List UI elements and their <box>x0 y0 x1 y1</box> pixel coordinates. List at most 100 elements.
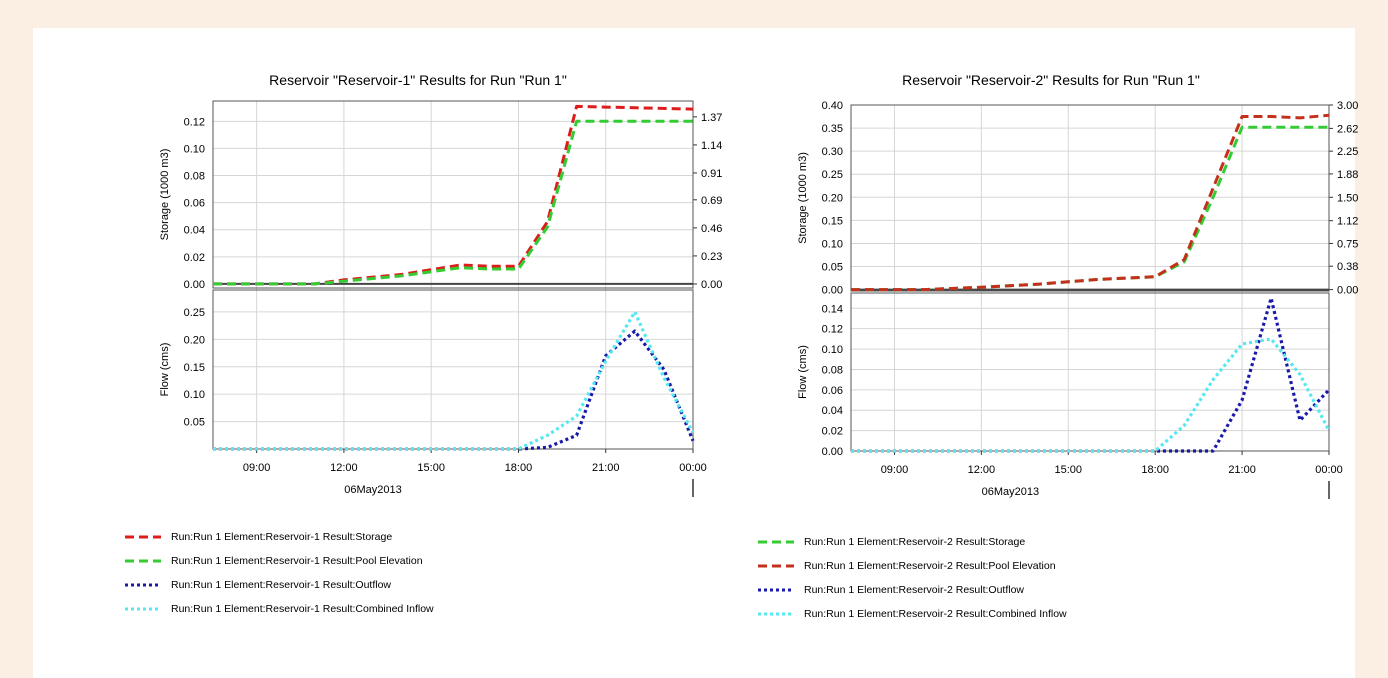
legend-swatch <box>125 583 161 587</box>
x-date-label: 06May2013 <box>982 486 1040 498</box>
y-right-tick-label: 0.91 <box>701 168 722 180</box>
reservoir-2-chart: Reservoir "Reservoir-2" Results for Run … <box>731 28 1371 658</box>
legend-swatch <box>758 588 794 592</box>
y-tick-label: 0.12 <box>184 116 205 128</box>
y-tick-label: 0.12 <box>822 324 843 336</box>
y-tick-label: 0.05 <box>184 417 205 429</box>
series-line <box>213 310 695 451</box>
y-tick-label: 0.30 <box>822 146 843 158</box>
y-axis-label: Storage (1000 m3) <box>159 149 171 241</box>
series-line <box>851 113 1330 292</box>
x-tick-label: 09:00 <box>881 464 909 476</box>
y-tick-label: 0.00 <box>184 279 205 291</box>
y-tick-label: 0.10 <box>822 238 843 250</box>
y-right-tick-label: 1.50 <box>1337 192 1358 204</box>
legend-label: Run:Run 1 Element:Reservoir-2 Result:Out… <box>804 584 1025 596</box>
series-line <box>851 337 1331 453</box>
bottom-panel-frame <box>850 292 1330 452</box>
legend-label: Run:Run 1 Element:Reservoir-1 Result:Com… <box>171 603 434 615</box>
x-tick-label: 00:00 <box>679 462 707 474</box>
y-tick-label: 0.04 <box>184 225 205 237</box>
y-right-tick-label: 0.69 <box>701 195 722 207</box>
y-tick-label: 0.10 <box>184 143 205 155</box>
y-tick-label: 0.02 <box>822 426 843 438</box>
y-right-tick-label: 0.38 <box>1337 261 1358 273</box>
x-date-label: 06May2013 <box>344 484 402 496</box>
y-axis-label: Storage (1000 m3) <box>797 152 809 244</box>
y-axis-label: Flow (cms) <box>159 343 171 397</box>
reservoir-1-plot: 0.00 0.02 0.04 0.06 0.08 0.10 0.12 0.00 0.23 0.46… <box>159 100 722 497</box>
chart-title: Reservoir "Reservoir-2" Results for Run … <box>902 72 1200 88</box>
y-tick-label: 0.14 <box>822 303 843 315</box>
content-panel: Reservoir "Reservoir-1" Results for Run … <box>33 28 1358 678</box>
y-right-tick-label: 2.25 <box>1337 146 1358 158</box>
y-tick-label: 0.15 <box>822 215 843 227</box>
y-tick-label: 0.00 <box>822 285 843 297</box>
reservoir-1-chart: Reservoir "Reservoir-1" Results for Run … <box>98 28 738 658</box>
y-tick-label: 0.15 <box>184 362 205 374</box>
legend-swatch <box>758 612 794 616</box>
legend-item: Run:Run 1 Element:Reservoir-1 Result:Sto… <box>123 525 434 549</box>
x-tick-label: 21:00 <box>592 462 620 474</box>
x-tick-label: 12:00 <box>330 462 358 474</box>
y-right-tick-label: 0.00 <box>701 279 722 291</box>
legend-item: Run:Run 1 Element:Reservoir-2 Result:Com… <box>756 602 1067 626</box>
legend-swatch <box>758 540 794 544</box>
reservoir-2-plot: 0.00 0.05 0.10 0.15 0.20 0.25 0.30 0.35 0.40 0.00… <box>797 100 1358 499</box>
chart-legend: Run:Run 1 Element:Reservoir-2 Result:Sto… <box>756 530 1067 626</box>
y-tick-label: 0.10 <box>822 344 843 356</box>
y-tick-label: 0.08 <box>184 171 205 183</box>
legend-label: Run:Run 1 Element:Reservoir-2 Result:Com… <box>804 608 1067 620</box>
y-right-tick-label: 3.00 <box>1337 100 1358 112</box>
legend-label: Run:Run 1 Element:Reservoir-2 Result:Poo… <box>804 560 1056 572</box>
top-panel-frame <box>850 104 1330 292</box>
x-tick-label: 15:00 <box>417 462 445 474</box>
legend-label: Run:Run 1 Element:Reservoir-1 Result:Sto… <box>171 531 393 543</box>
legend-item: Run:Run 1 Element:Reservoir-1 Result:Poo… <box>123 549 434 573</box>
y-tick-label: 0.25 <box>184 307 205 319</box>
x-tick-label: 15:00 <box>1055 464 1083 476</box>
series-line <box>213 119 693 286</box>
y-tick-label: 0.25 <box>822 169 843 181</box>
y-right-tick-label: 0.46 <box>701 223 722 235</box>
y-tick-label: 0.06 <box>822 385 843 397</box>
y-tick-label: 0.05 <box>822 262 843 274</box>
y-right-tick-label: 1.12 <box>1337 216 1358 228</box>
top-panel-frame <box>212 100 694 289</box>
series-line <box>851 296 1331 453</box>
y-tick-label: 0.00 <box>822 446 843 458</box>
legend-swatch <box>125 535 161 539</box>
y-tick-label: 0.06 <box>184 198 205 210</box>
y-right-tick-label: 0.00 <box>1337 285 1358 297</box>
legend-label: Run:Run 1 Element:Reservoir-2 Result:Sto… <box>804 536 1026 548</box>
y-right-tick-label: 1.14 <box>701 140 722 152</box>
legend-item: Run:Run 1 Element:Reservoir-1 Result:Out… <box>123 573 434 597</box>
x-tick-label: 21:00 <box>1228 464 1256 476</box>
x-tick-label: 00:00 <box>1315 464 1343 476</box>
x-tick-label: 18:00 <box>1141 464 1169 476</box>
legend-label: Run:Run 1 Element:Reservoir-1 Result:Out… <box>171 579 392 591</box>
y-right-tick-label: 1.37 <box>701 112 722 124</box>
y-tick-label: 0.35 <box>822 123 843 135</box>
y-right-tick-label: 0.23 <box>701 251 722 263</box>
legend-label: Run:Run 1 Element:Reservoir-1 Result:Poo… <box>171 555 423 567</box>
y-right-tick-label: 1.88 <box>1337 169 1358 181</box>
legend-swatch <box>125 607 161 611</box>
series-line <box>213 329 695 451</box>
y-tick-label: 0.10 <box>184 389 205 401</box>
legend-swatch <box>758 564 794 568</box>
chart-legend: Run:Run 1 Element:Reservoir-1 Result:Sto… <box>123 525 434 621</box>
y-right-tick-label: 0.75 <box>1337 238 1358 250</box>
x-tick-label: 18:00 <box>505 462 533 474</box>
y-tick-label: 0.40 <box>822 100 843 112</box>
bottom-panel-frame <box>212 289 694 450</box>
legend-swatch <box>125 559 161 563</box>
legend-item: Run:Run 1 Element:Reservoir-2 Result:Sto… <box>756 530 1067 554</box>
y-tick-label: 0.04 <box>822 405 843 417</box>
y-tick-label: 0.08 <box>822 364 843 376</box>
x-tick-label: 12:00 <box>968 464 996 476</box>
y-tick-label: 0.02 <box>184 252 205 264</box>
y-tick-label: 0.20 <box>184 334 205 346</box>
y-tick-label: 0.20 <box>822 192 843 204</box>
y-axis-label: Flow (cms) <box>797 345 809 399</box>
